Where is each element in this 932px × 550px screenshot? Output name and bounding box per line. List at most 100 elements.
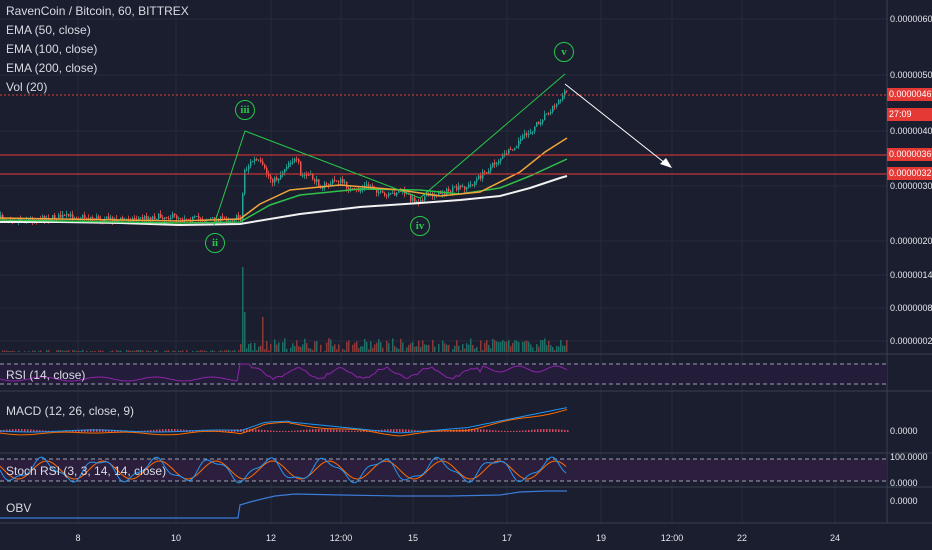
candle-body — [534, 126, 536, 132]
volume-bar — [146, 350, 148, 352]
volume-bar — [522, 341, 524, 352]
wave-label-v[interactable]: v — [554, 42, 574, 62]
volume-bar — [336, 349, 338, 352]
macd-hist-bar — [78, 429, 80, 432]
volume-bar — [360, 346, 362, 352]
macd-hist-bar — [117, 430, 119, 432]
candle-body — [218, 218, 220, 223]
candle-body — [382, 191, 384, 193]
candle-body — [40, 219, 42, 221]
candle-body — [300, 161, 302, 176]
macd-hist-bar — [513, 430, 515, 432]
macd-hist-bar — [222, 430, 224, 432]
volume-bar — [300, 346, 302, 352]
volume-bar — [334, 344, 336, 352]
candle-body — [328, 183, 330, 186]
volume-bar — [64, 350, 66, 352]
volume-bar — [126, 350, 128, 352]
candle-body — [120, 217, 122, 220]
volume-bar — [358, 348, 360, 352]
candle-body — [352, 188, 354, 190]
candle-body — [530, 132, 532, 134]
candle-body — [368, 184, 370, 187]
ema-50-legend[interactable]: EMA (50, close) — [6, 23, 91, 37]
volume-bar — [346, 341, 348, 352]
symbol-title[interactable]: RavenCoin / Bitcoin, 60, BITTREX — [6, 4, 189, 18]
candle-body — [278, 178, 280, 181]
candle-body — [370, 185, 372, 187]
volume-bar — [252, 350, 254, 352]
macd-hist-bar — [9, 429, 11, 432]
candle-body — [232, 219, 234, 221]
volume-bar — [14, 351, 16, 352]
ema-100-legend[interactable]: EMA (100, close) — [6, 42, 98, 56]
volume-bar — [224, 350, 226, 352]
candle-body — [488, 170, 490, 174]
wave-label-ii[interactable]: ii — [205, 233, 225, 253]
volume-bar — [368, 349, 370, 352]
volume-bar — [462, 344, 464, 352]
volume-bar — [402, 342, 404, 352]
macd-hist-bar — [159, 429, 161, 432]
volume-bar — [202, 350, 204, 352]
wave-label-iii[interactable]: iii — [235, 100, 255, 120]
macd-hist-bar — [174, 429, 176, 432]
candle-body — [228, 220, 230, 222]
stoch-rsi-legend[interactable]: Stoch RSI (3, 3, 14, 14, close) — [6, 464, 167, 478]
candle-body — [532, 131, 534, 133]
volume-bar — [390, 351, 392, 352]
volume-bar — [10, 350, 12, 352]
macd-hist-bar — [495, 430, 497, 432]
macd-hist-bar — [309, 429, 311, 432]
volume-bar — [118, 350, 120, 352]
candle-body — [104, 220, 106, 222]
macd-hist-bar — [279, 430, 281, 432]
macd-hist-bar — [297, 430, 299, 432]
macd-hist-bar — [528, 429, 530, 432]
candle-body — [546, 113, 548, 115]
macd-hist-bar — [156, 429, 158, 432]
candle-body — [522, 135, 524, 140]
grid — [0, 0, 887, 523]
volume-bar — [196, 350, 198, 352]
macd-hist-bar — [519, 430, 521, 432]
candle-body — [330, 183, 332, 186]
macd-legend[interactable]: MACD (12, 26, close, 9) — [6, 404, 135, 418]
macd-hist-bar — [315, 429, 317, 432]
candle-body — [466, 187, 468, 190]
rsi-legend[interactable]: RSI (14, close) — [6, 368, 86, 382]
candle-body — [386, 195, 388, 197]
macd-hist-bar — [267, 430, 269, 432]
macd-hist-bar — [105, 429, 107, 432]
macd-hist-bar — [444, 430, 446, 432]
candle-body — [176, 215, 178, 219]
ema-200-legend[interactable]: EMA (200, close) — [6, 61, 98, 75]
volume-legend[interactable]: Vol (20) — [6, 80, 48, 94]
volume-bar — [554, 350, 556, 352]
candle-body — [478, 175, 480, 179]
candle-body — [134, 217, 136, 220]
candle-body — [332, 179, 334, 184]
obv-legend[interactable]: OBV — [6, 501, 32, 515]
volume-bar — [32, 350, 34, 352]
volume-bar — [268, 350, 270, 352]
candle-body — [126, 218, 128, 220]
candle-body — [520, 139, 522, 142]
volume-bar — [428, 345, 430, 352]
volume-bar — [562, 345, 564, 352]
macd-hist-bar — [243, 429, 245, 432]
volume-bar — [420, 347, 422, 352]
candle-body — [336, 180, 338, 182]
wave-label-iv[interactable]: iv — [410, 216, 430, 236]
volume-bar — [500, 341, 502, 352]
candle-body — [280, 174, 282, 179]
volume-bar — [472, 344, 474, 352]
macd-hist-bar — [483, 429, 485, 432]
volume-bar — [306, 342, 308, 352]
macd-hist-bar — [99, 429, 101, 432]
candle-body — [464, 186, 466, 190]
candle-body — [306, 174, 308, 176]
candle-body — [130, 220, 132, 222]
